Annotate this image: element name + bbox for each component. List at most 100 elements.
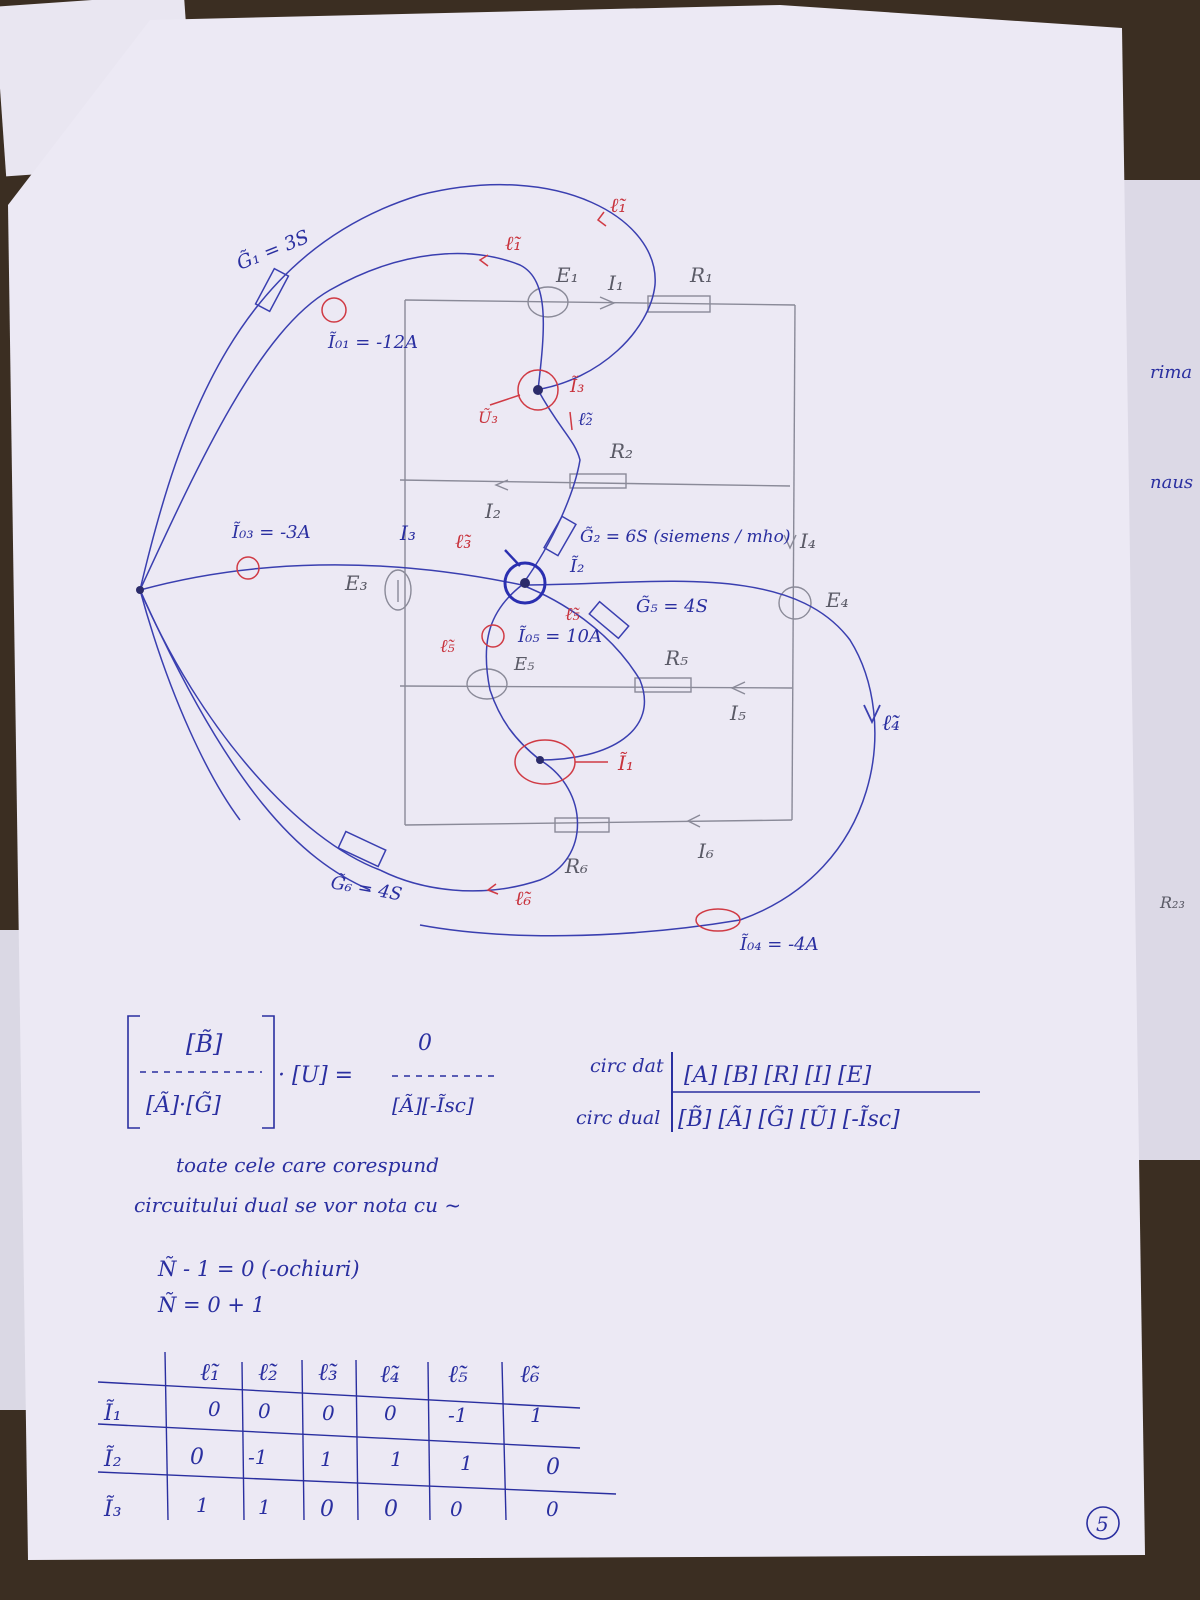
arrow-center [504,549,521,567]
table-header: ℓ̃₆ [520,1360,540,1388]
node-bottom [536,756,544,764]
table-cell: 0 [320,1497,334,1522]
table-header: ℓ̃₂ [258,1358,278,1386]
label-l6: ℓ̃₆ [515,886,531,910]
note-line-1: toate cele care corespund [176,1153,439,1177]
arrow-i6 [686,814,701,828]
label-io1: Ĩ₀₁ = -12A [327,331,418,353]
table-cell: 1 [390,1447,403,1471]
arrow-l4 [863,704,881,725]
circ-dual-label: circ dual [576,1107,660,1129]
arrow-l6 [486,883,499,895]
label-g2: G̃₂ = 6S (siemens / mho) [580,527,791,547]
table-cell: 1 [196,1493,209,1517]
label-l1-outer: ℓ̃₁ [610,193,626,217]
table-cell: 0 [384,1401,397,1425]
source-e3 [384,569,412,611]
loop-i3 [517,369,559,411]
branch-l5b [485,584,541,761]
label-i6: I₆ [697,839,714,863]
branch-l1-inner [139,252,545,591]
arrow-i4 [783,534,797,550]
label-r2: R₂ [609,439,633,463]
table-header: ℓ̃₁ [200,1358,220,1386]
conductance-g6 [337,830,387,868]
label-l4: ℓ̃₄ [882,711,900,736]
label-i2t: Ĩ₂ [569,555,584,577]
table-header: ℓ̃₄ [380,1360,400,1388]
edge-fragment-1: rima [1150,362,1192,383]
label-i3t: Ĩ₃ [569,375,584,397]
table-header: ℓ̃₅ [448,1360,468,1388]
matrix-brackets [127,1015,980,1132]
conductance-g2 [543,515,577,557]
table-cell: 0 [258,1399,271,1423]
source-io5 [481,624,505,648]
table-cell: -1 [448,1403,467,1427]
circ-dat-values: [A] [B] [R] [I] [E] [684,1063,872,1088]
equation-1: Ñ - 1 = 0 (-ochiuri) [157,1257,360,1281]
dual-circuit [139,183,876,937]
label-i2: I₂ [484,499,501,523]
middle-wire-2 [399,685,793,689]
table-row-label: Ĩ₃ [103,1494,122,1522]
edge-fragment-3: R₂₃ [1159,893,1185,912]
label-i1t: Ĩ₁ [617,751,634,775]
source-io1 [321,297,347,323]
table-cell: 0 [384,1497,398,1522]
source-io3 [236,556,260,580]
resistor-r2 [569,473,627,489]
dual-sources [236,211,741,932]
rhs-top: 0 [418,1031,432,1056]
matrix-top: [B̃] [186,1030,223,1058]
label-i4: I₄ [799,529,816,553]
right-wire [791,304,796,821]
node-center-ring [503,561,547,605]
times-u: · [U] = [278,1063,353,1088]
table-cell: 1 [258,1495,271,1519]
table-header: ℓ̃₃ [318,1358,338,1386]
label-e5: E₅ [513,654,534,675]
branch-l4 [419,580,876,937]
label-io4: Ĩ₀₄ = -4A [739,933,819,955]
resistor-r5 [634,677,692,693]
incidence-table: ℓ̃₁ ℓ̃₂ ℓ̃₃ ℓ̃₄ ℓ̃₅ ℓ̃₆ Ĩ₁ 0 0 0 0 -1 1 … [103,1358,560,1522]
label-io5: Ĩ₀₅ = 10A [517,625,602,647]
source-io4 [695,908,741,932]
table-cell: 1 [320,1447,333,1471]
edge-fragment-2: naus [1150,472,1193,493]
table-cell: 0 [546,1455,560,1480]
arrow-l1-outer [596,211,607,227]
conductance-g1 [254,267,290,313]
table-row-label: Ĩ₂ [103,1444,122,1472]
bottom-wire [404,819,793,826]
label-i3: I₃ [399,521,416,545]
resistor-r1 [647,295,711,313]
label-l5-right: ℓ̃₅ [565,604,580,625]
branch-l6 [139,589,579,892]
page-number: 5 [1096,1512,1109,1536]
table-cell: 0 [322,1401,335,1425]
label-r5: R₅ [664,646,688,670]
node-center [520,578,530,588]
arrow-i1 [599,296,616,310]
node-left [136,586,144,594]
branch-l1-outer [139,183,656,591]
table-cell: 0 [450,1497,463,1521]
label-io3: Ĩ₀₃ = -3A [231,521,311,543]
page-number-circle [1086,1506,1120,1540]
incidence-table-grid [97,1351,617,1521]
table-cell: 0 [190,1445,204,1470]
label-i5: I₅ [729,701,746,725]
label-g5: G̃₅ = 4S [636,595,708,617]
label-l2: ℓ̃₂ [578,409,593,430]
arrow-l1-inner [478,254,489,267]
label-i1: I₁ [607,271,624,295]
label-l3: ℓ̃₃ [455,529,471,553]
branch-extra-2 [139,589,371,891]
middle-wire-1 [399,479,791,487]
label-l5-left: ℓ̃₅ [440,636,455,657]
table-cell: 1 [460,1451,473,1475]
circ-dual-values: [B̃] [Ã] [G̃] [Ũ] [-Ĩsc] [678,1104,900,1132]
